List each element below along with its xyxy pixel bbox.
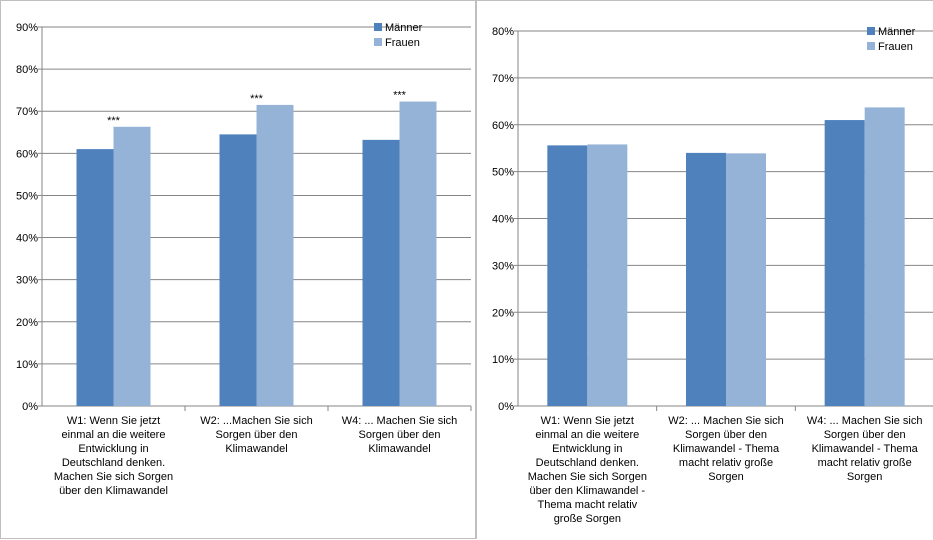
y-tick-label: 10% (16, 359, 38, 371)
x-category-label: über den Klimawandel (59, 485, 168, 497)
x-category-label: W1: Wenn Sie jetzt (67, 415, 160, 427)
bar-frauen (587, 144, 628, 406)
x-category-label: Machen Sie sich Sorgen (54, 471, 173, 483)
bar-maenner (547, 145, 588, 406)
x-category-label: Sorgen über den (216, 429, 298, 441)
y-tick-label: 20% (492, 307, 514, 319)
chart-right: 0% 10% 20% 30% 40% 50% 60% 70% 80% W1: Wenn Sie j… (492, 26, 933, 525)
bar-frauen (256, 104, 294, 407)
x-category-label: Deutschland denken. (536, 457, 639, 469)
legend-label: Männer (385, 22, 423, 34)
x-category-label: Sorgen über den (359, 429, 441, 441)
x-category-label: macht relativ große (818, 457, 912, 469)
chart-left: 0% 10% 20% 30% 40% 50% 60% 70% 80% 90% *** W1: Wenn… (16, 22, 472, 497)
legend-swatch-frauen (867, 42, 875, 50)
x-category-label: Thema macht relativ (538, 499, 638, 511)
y-tick-label: 80% (492, 26, 514, 38)
x-category-label: einmal an die weitere (535, 429, 639, 441)
legend-label: Frauen (878, 41, 913, 53)
x-category-label: Machen Sie sich Sorgen (528, 471, 647, 483)
y-tick-label: 10% (492, 354, 514, 366)
y-tick-label: 40% (16, 233, 38, 245)
chart-panel-left: 0% 10% 20% 30% 40% 50% 60% 70% 80% 90% *** W1: Wenn… (0, 0, 476, 539)
bar-maenner (686, 152, 726, 406)
y-tick-label: 70% (16, 106, 38, 118)
y-tick-label: 50% (492, 167, 514, 179)
bar-maenner (362, 139, 400, 406)
y-tick-label: 60% (492, 120, 514, 132)
legend-swatch-maenner (374, 23, 382, 31)
x-category-label: W4: ... Machen Sie sich (807, 415, 923, 427)
y-tick-label: 80% (16, 64, 38, 76)
x-category-label: große Sorgen (554, 513, 621, 525)
x-category-label: Klimawandel (225, 443, 287, 455)
bar-frauen (864, 107, 905, 406)
y-tick-label: 30% (16, 275, 38, 287)
x-category-label: macht relativ große (679, 457, 773, 469)
x-category-label: W2: ...Machen Sie sich (200, 415, 313, 427)
y-tick-label: 50% (16, 190, 38, 202)
y-tick-label: 0% (22, 401, 38, 413)
legend-swatch-maenner (867, 27, 875, 35)
x-category-label: Deutschland denken. (62, 457, 165, 469)
x-category-label: Entwicklung in (78, 443, 148, 455)
x-category-label: Sorgen über den (685, 429, 767, 441)
x-category-label: einmal an die weitere (62, 429, 166, 441)
bar-frauen (399, 101, 437, 406)
x-category-label: W1: Wenn Sie jetzt (541, 415, 634, 427)
y-tick-label: 30% (492, 260, 514, 272)
significance-label: *** (250, 93, 264, 105)
x-category-label: Sorgen über den (824, 429, 906, 441)
x-category-label: Klimawandel (368, 443, 430, 455)
x-category-label: Sorgen (708, 471, 743, 483)
x-category-label: W4: ... Machen Sie sich (342, 415, 458, 427)
x-category-label: Klimawandel - Thema (812, 443, 919, 455)
bar-maenner (76, 149, 114, 406)
y-tick-label: 40% (492, 214, 514, 226)
x-category-label: Sorgen (847, 471, 882, 483)
y-tick-label: 60% (16, 148, 38, 160)
y-tick-label: 0% (498, 401, 514, 413)
legend-swatch-frauen (374, 38, 382, 46)
significance-label: *** (393, 90, 407, 102)
bar-frauen (726, 153, 766, 406)
x-category-label: über den Klimawandel - (530, 485, 646, 497)
bar-maenner (219, 134, 257, 406)
bar-frauen (113, 126, 151, 406)
legend-label: Männer (878, 26, 916, 38)
bar-maenner (824, 120, 865, 406)
x-category-label: W2: ... Machen Sie sich (668, 415, 784, 427)
significance-label: *** (107, 115, 121, 127)
x-category-label: Entwicklung in (552, 443, 622, 455)
y-tick-label: 70% (492, 73, 514, 85)
chart-panel-right: 0% 10% 20% 30% 40% 50% 60% 70% 80% W1: Wenn Sie j… (476, 0, 933, 539)
y-tick-label: 20% (16, 317, 38, 329)
x-category-label: Klimawandel - Thema (673, 443, 780, 455)
legend-label: Frauen (385, 37, 420, 49)
y-tick-label: 90% (16, 22, 38, 34)
